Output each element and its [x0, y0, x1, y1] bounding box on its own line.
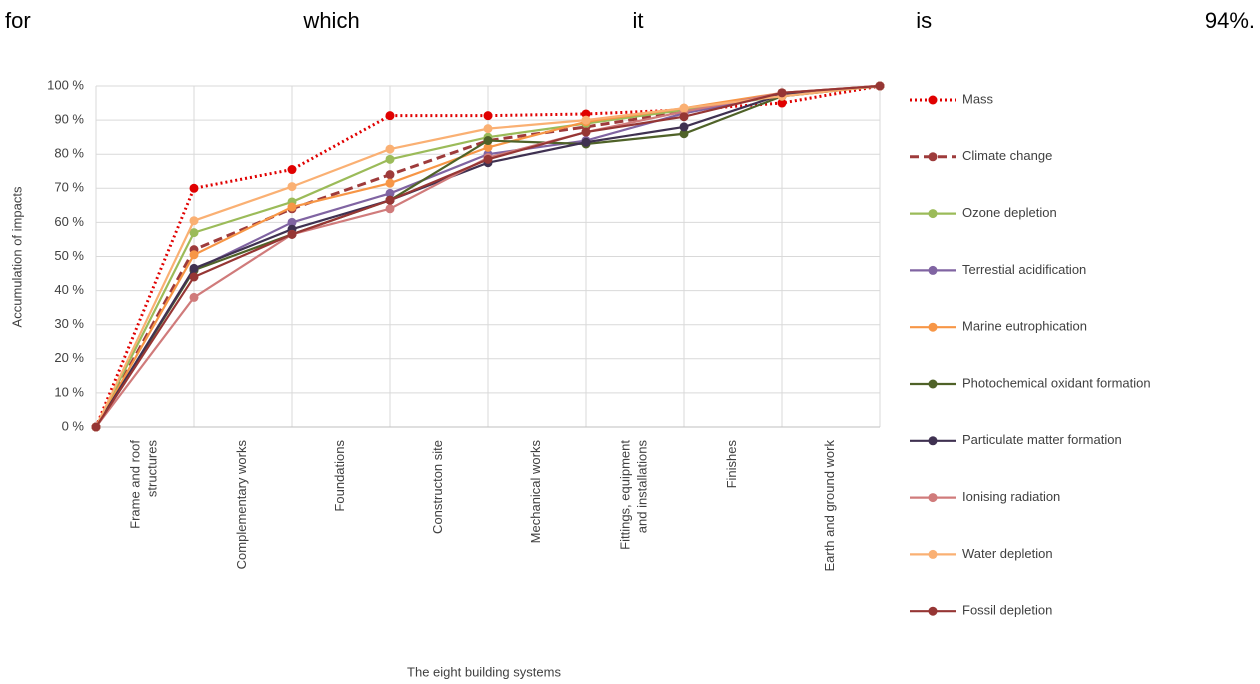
legend-marker	[928, 95, 938, 105]
data-point	[287, 202, 297, 212]
data-point	[679, 103, 689, 113]
data-point	[483, 136, 493, 146]
legend-label: Water depletion	[962, 546, 1053, 561]
series-line	[94, 84, 881, 428]
legend-label: Particulate matter formation	[962, 432, 1122, 447]
x-tick-label: Fittings, equipment and installations	[618, 440, 650, 550]
data-point	[385, 111, 395, 121]
x-tick-label: Complementary works	[234, 440, 249, 570]
legend-marker	[928, 436, 938, 446]
data-point	[189, 216, 199, 226]
data-point	[679, 129, 689, 139]
data-point	[875, 81, 885, 91]
y-tick-label: 30 %	[54, 316, 84, 331]
legend-marker	[928, 265, 938, 275]
data-point	[385, 195, 395, 205]
data-point	[189, 250, 199, 260]
data-point	[189, 228, 199, 238]
data-point	[679, 112, 689, 122]
data-point	[189, 292, 199, 302]
data-point	[287, 182, 297, 192]
legend-marker	[928, 379, 938, 389]
legend-marker	[928, 606, 938, 616]
y-tick-label: 40 %	[54, 282, 84, 297]
y-tick-label: 50 %	[54, 248, 84, 263]
data-point	[385, 188, 395, 198]
legend-label: Photochemical oxidant formation	[962, 375, 1151, 390]
data-point	[287, 165, 297, 175]
legend-marker	[928, 549, 938, 559]
legend-marker	[928, 152, 938, 162]
x-tick-label: Finishes	[724, 440, 739, 489]
legend-label: Terrestial acidification	[962, 262, 1086, 277]
data-point	[483, 111, 493, 121]
data-point	[385, 154, 395, 164]
data-point	[581, 115, 591, 125]
x-tick-label: Foundations	[332, 440, 347, 512]
data-point	[287, 229, 297, 239]
legend-label: Fossil depletion	[962, 603, 1052, 618]
body-text: for which it is 94%.	[5, 8, 1255, 33]
y-tick-label: 20 %	[54, 350, 84, 365]
y-tick-label: 0 %	[62, 418, 85, 433]
data-point	[483, 154, 493, 164]
x-tick-label: Mechanical works	[528, 440, 543, 544]
x-axis-label: The eight building systems	[407, 664, 561, 679]
y-tick-label: 80 %	[54, 146, 84, 161]
data-point	[91, 422, 101, 432]
data-point	[679, 122, 689, 132]
data-point	[189, 183, 199, 193]
data-point	[189, 263, 199, 273]
legend-marker	[928, 493, 938, 503]
y-tick-label: 60 %	[54, 214, 84, 229]
data-point	[385, 144, 395, 154]
y-tick-label: 100 %	[47, 77, 84, 92]
y-axis-label: Accumulation of impacts	[9, 186, 24, 327]
data-point	[777, 98, 787, 108]
legend-label: Marine eutrophication	[962, 319, 1087, 334]
x-tick-label: Constructon site	[430, 440, 445, 534]
x-tick-label: Earth and ground work	[822, 440, 837, 572]
y-tick-label: 70 %	[54, 180, 84, 195]
x-tick-label: Frame and roof structures	[128, 440, 160, 529]
y-tick-label: 10 %	[54, 384, 84, 399]
data-point	[287, 217, 297, 227]
legend-label: Ionising radiation	[962, 489, 1060, 504]
legend-marker	[928, 322, 938, 332]
y-tick-label: 90 %	[54, 112, 84, 127]
legend-label: Mass	[962, 91, 994, 106]
data-point	[483, 124, 493, 134]
data-point	[385, 204, 395, 214]
data-point	[385, 178, 395, 188]
data-point	[581, 137, 591, 147]
data-point	[483, 142, 493, 152]
data-point	[777, 88, 787, 98]
data-point	[581, 127, 591, 137]
legend-marker	[928, 209, 938, 219]
data-point	[189, 272, 199, 282]
legend-label: Climate change	[962, 148, 1052, 163]
data-point	[385, 170, 395, 180]
legend-label: Ozone depletion	[962, 205, 1057, 220]
